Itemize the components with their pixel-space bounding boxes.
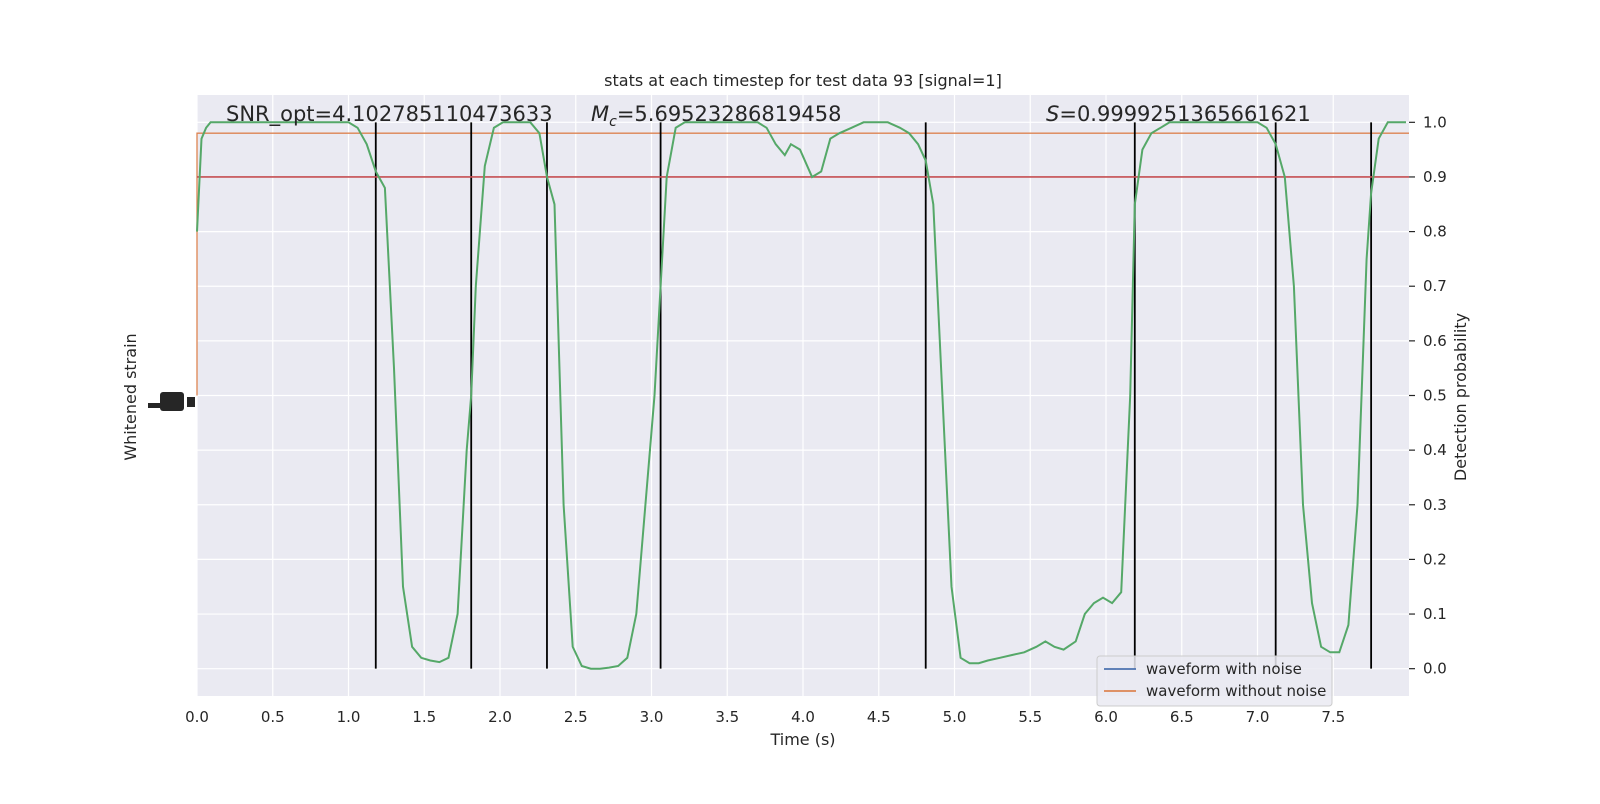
strain-series-group [196,132,1409,396]
legend: waveform with noise waveform without noi… [1096,655,1333,707]
y-tick-label: 0.9 [1423,168,1447,186]
probability-line [196,121,1406,670]
x-tick-label: 4.0 [791,708,815,726]
y-tick-label: 0.8 [1423,223,1447,241]
x-tick-label: 1.5 [412,708,436,726]
x-tick-label: 5.0 [943,708,967,726]
y-tick-labels-right: 0.0 0.1 0.2 0.3 0.4 0.5 0.6 0.7 0.8 0.9 1.0 [1409,113,1447,678]
score-annotation: S=0.9999251365661621 [1046,102,1311,126]
chart-title: stats at each timestep for test data 93 … [604,71,1002,90]
x-tick-label: 0.5 [261,708,285,726]
y-tick-label: 0.1 [1423,605,1447,623]
x-tick-label: 7.0 [1246,708,1270,726]
x-tick-label: 5.5 [1018,708,1042,726]
left-tick-clutter-mark [148,403,160,408]
x-tick-labels: 0.0 0.5 1.0 1.5 2.0 2.5 3.0 3.5 4.0 4.5 5.0 5.5 6.0 6… [185,708,1345,726]
x-tick-label: 6.5 [1170,708,1194,726]
legend-box [1096,655,1333,707]
snr-annotation: SNR_opt=4.102785110473633 [226,102,553,127]
left-axis-label: Whitened strain [121,333,140,460]
y-tick-label: 0.4 [1423,441,1447,459]
y-tick-label: 0.7 [1423,277,1447,295]
y-tick-label: 0.3 [1423,496,1447,514]
x-tick-label: 2.0 [488,708,512,726]
y-tick-label: 0.2 [1423,550,1447,568]
y-tick-label: 0.5 [1423,387,1447,405]
x-tick-label: 7.5 [1321,708,1345,726]
left-tick-clutter-mark [187,397,195,407]
right-axis-label: Detection probability [1451,313,1470,481]
y-tick-label: 0.6 [1423,332,1447,350]
legend-label-with-noise: waveform with noise [1146,660,1302,678]
x-axis-label: Time (s) [769,730,835,749]
strain-line-without-noise [196,132,1409,396]
x-tick-label: 6.0 [1094,708,1118,726]
x-tick-label: 2.5 [564,708,588,726]
chirp-mass-annotation: Mc=5.69523286819458 [591,102,842,130]
left-tick-clutter [148,392,195,411]
legend-label-without-noise: waveform without noise [1146,682,1326,700]
x-tick-label: 0.0 [185,708,209,726]
y-tick-label: 1.0 [1423,113,1447,131]
left-tick-clutter-mark [160,392,184,411]
x-tick-label: 1.0 [337,708,361,726]
x-tick-label: 4.5 [867,708,891,726]
x-tick-label: 3.0 [640,708,664,726]
x-tick-label: 3.5 [715,708,739,726]
y-tick-label: 0.0 [1423,660,1447,678]
